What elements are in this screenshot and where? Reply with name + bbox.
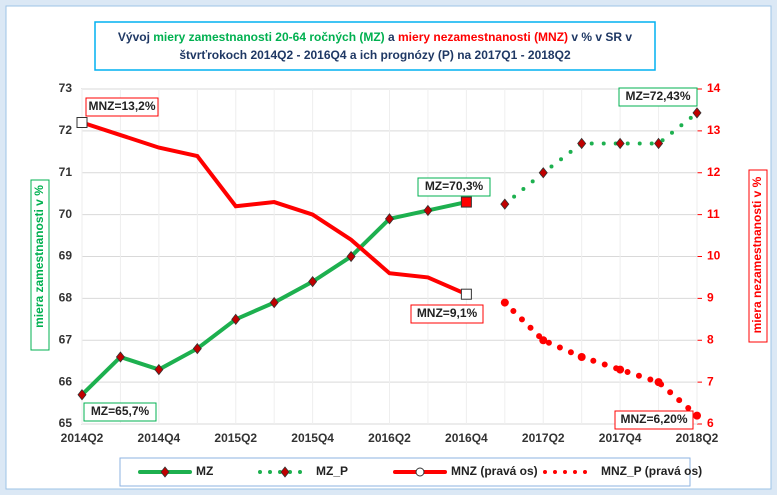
y2-tick-label: 9: [707, 291, 714, 305]
legend-label: MNZ (pravá os): [451, 464, 538, 478]
y-tick-label: 67: [59, 332, 73, 346]
x-tick-label: 2015Q4: [291, 431, 334, 445]
x-tick-label: 2014Q4: [138, 431, 181, 445]
legend-marker: [280, 466, 290, 478]
marker: [616, 365, 625, 374]
x-tick-label: 2017Q4: [599, 431, 642, 445]
marker: [577, 353, 586, 361]
annotation: MNZ=13,2%: [88, 99, 155, 113]
marker: [460, 288, 472, 300]
x-tick-label: 2015Q2: [214, 431, 257, 445]
y2-tick-label: 13: [707, 123, 721, 137]
annotation: MZ=70,3%: [425, 179, 484, 193]
title-part: Vývoj: [118, 30, 153, 44]
y-axis-label: miera zamestnanosti v %: [32, 185, 46, 328]
marker: [654, 137, 664, 150]
marker: [346, 250, 356, 263]
annotation-box: [410, 304, 484, 324]
y-tick-label: 73: [59, 81, 73, 95]
annotation: MZ=72,43%: [625, 89, 690, 103]
x-tick-label: 2017Q2: [522, 431, 565, 445]
annotation-box: [83, 402, 157, 422]
y2-tick-label: 11: [707, 207, 720, 221]
title-part: miery zamestnanosti 20-64 ročných (MZ): [153, 30, 384, 44]
marker: [154, 363, 164, 376]
title-part: miery nezamestnanosti (MNZ): [398, 30, 568, 44]
marker: [539, 336, 548, 345]
legend-label: MZ: [196, 464, 213, 478]
marker: [654, 378, 663, 387]
chart-title: štvrťrokoch 2014Q2 - 2016Q4 a ich prognó…: [179, 48, 571, 62]
legend-marker: [160, 466, 170, 478]
y2-tick-label: 12: [707, 165, 721, 179]
y2-tick-label: 7: [707, 374, 714, 388]
x-tick-label: 2016Q4: [445, 431, 488, 445]
marker: [500, 198, 510, 210]
legend-label: MZ_P: [316, 464, 348, 478]
y2-tick-label: 10: [707, 249, 721, 263]
annotation-box: [417, 177, 491, 197]
marker: [231, 313, 241, 325]
marker: [308, 275, 318, 288]
marker: [693, 411, 701, 420]
marker: [269, 296, 279, 309]
y-tick-label: 71: [59, 165, 73, 179]
marker: [77, 389, 87, 401]
y2-tick-label: 8: [707, 332, 714, 346]
marker: [384, 213, 395, 225]
marker: [615, 137, 625, 150]
marker: [76, 117, 88, 128]
marker: [423, 204, 433, 217]
legend-marker: [415, 467, 425, 477]
series-line: [80, 120, 469, 297]
legend-label: MNZ_P (pravá os): [601, 464, 702, 478]
annotation: MZ=65,7%: [91, 404, 150, 418]
y2-tick-label: 14: [707, 81, 721, 95]
title-part: v % v SR v: [568, 30, 632, 44]
y-tick-label: 65: [59, 416, 73, 430]
annotation-box: [614, 410, 694, 430]
marker: [500, 298, 509, 307]
y-tick-label: 72: [59, 123, 73, 137]
x-tick-label: 2014Q2: [61, 431, 104, 445]
annotation-box: [618, 87, 698, 107]
y2-tick-label: 6: [707, 416, 714, 430]
marker: [692, 107, 702, 119]
y-tick-label: 70: [59, 207, 73, 221]
annotation: MNZ=9,1%: [417, 306, 478, 320]
marker: [538, 167, 548, 179]
title-part: a: [385, 30, 398, 44]
marker: [460, 196, 472, 208]
y-tick-label: 66: [59, 374, 73, 388]
y-tick-label: 69: [59, 249, 73, 263]
marker: [115, 351, 125, 363]
annotation: MNZ=6,20%: [620, 412, 687, 426]
marker: [577, 137, 587, 150]
annotation-box: [85, 97, 159, 117]
x-tick-label: 2018Q2: [676, 431, 719, 445]
y2-axis-label-box: [748, 169, 768, 343]
y-tick-label: 68: [59, 291, 73, 305]
y-axis-label-box: [30, 179, 50, 351]
title-part: štvrťrokoch 2014Q2 - 2016Q4 a ich prognó…: [179, 48, 571, 62]
y2-axis-label: miera nezamestnanosti v %: [750, 176, 764, 333]
x-tick-label: 2016Q2: [368, 431, 411, 445]
title-box: [94, 21, 656, 71]
marker: [192, 342, 202, 355]
chart-title: Vývoj miery zamestnanosti 20-64 ročných …: [118, 30, 633, 44]
